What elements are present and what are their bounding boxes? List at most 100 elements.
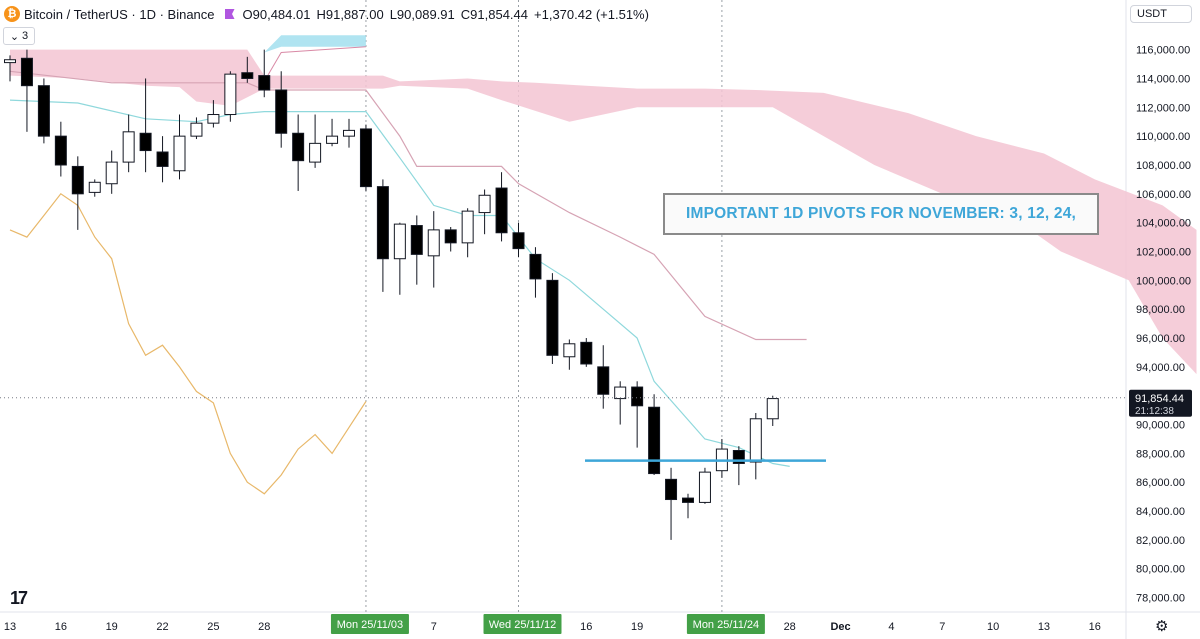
time-tick-label: 16: [580, 621, 592, 633]
time-tick-label: 25: [207, 621, 219, 633]
candle-body-down: [546, 279, 559, 356]
candle-body-down: [275, 89, 288, 134]
last-price-label: 91,854.44: [1135, 393, 1184, 405]
candle-body-down: [54, 135, 67, 166]
time-tick-label: 7: [431, 621, 437, 633]
candle-body-up: [173, 135, 186, 172]
price-tick-label: 88,000.00: [1136, 448, 1185, 460]
time-tick-label: 16: [1089, 621, 1101, 633]
price-tick-label: 78,000.00: [1136, 593, 1185, 605]
candle: [631, 381, 644, 448]
candle: [563, 339, 576, 370]
candle: [173, 114, 186, 180]
date-badge: [330, 614, 409, 634]
candle: [698, 467, 711, 504]
time-tick-label: 19: [631, 621, 643, 633]
pivot-annotation: IMPORTANT 1D PIVOTS FOR NOVEMBER: 3, 12,…: [663, 193, 1099, 235]
symbol-title[interactable]: Bitcoin / TetherUS · 1D · Binance: [24, 6, 215, 22]
candle: [71, 156, 84, 230]
candle-body-up: [190, 122, 203, 137]
candle: [427, 211, 440, 288]
date-badge-label: Mon 25/11/03: [337, 619, 403, 631]
candle-body-up: [698, 471, 711, 503]
price-tick-label: 114,000.00: [1136, 73, 1190, 85]
candle-countdown-label: 21:12:38: [1135, 406, 1174, 417]
time-tick-label: 28: [258, 621, 270, 633]
price-tick-label: 112,000.00: [1136, 102, 1190, 114]
price-tick-label: 116,000.00: [1136, 45, 1190, 57]
candle: [4, 55, 16, 82]
price-tick-label: 110,000.00: [1136, 131, 1190, 143]
gear-icon[interactable]: ⚙: [1155, 618, 1169, 635]
high-value: H91,887.00: [316, 6, 384, 22]
time-tick-label: 13: [4, 621, 16, 633]
candle-body-down: [258, 75, 271, 91]
candle: [732, 446, 745, 486]
candle-body-down: [631, 386, 644, 407]
bitcoin-logo-icon: ₿: [4, 6, 20, 22]
time-tick-label: 13: [1038, 621, 1050, 633]
time-tick-label: 19: [106, 621, 118, 633]
candle-body-up: [393, 223, 406, 260]
cloud-bullish: [264, 35, 366, 53]
candle-body-down: [512, 232, 525, 250]
candle-body-down: [580, 341, 593, 365]
time-tick-label: Dec: [830, 621, 850, 633]
price-tick-label: 96,000.00: [1136, 333, 1185, 345]
candle-body-up: [207, 114, 220, 124]
candle-body-up: [766, 398, 779, 420]
candle: [37, 78, 50, 144]
candle-body-down: [732, 449, 745, 464]
candle-body-down: [359, 128, 372, 188]
indicator-count: 3: [22, 30, 29, 42]
candle: [275, 71, 288, 148]
candle: [376, 179, 389, 292]
time-tick-label: 10: [987, 621, 999, 633]
candle: [766, 395, 779, 426]
candle-body-down: [529, 253, 542, 280]
tradingview-logo-icon[interactable]: 17: [10, 588, 28, 608]
candle: [105, 150, 118, 194]
chevron-down-icon: ⌄: [9, 30, 20, 43]
price-axis[interactable]: 78,000.00 80,000.00 82,000.00 84,000.00 86,0…: [1129, 45, 1192, 605]
candle: [20, 49, 33, 132]
candle: [648, 394, 661, 476]
candle-body-down: [139, 132, 152, 152]
candle: [614, 381, 627, 425]
candle-body-down: [597, 366, 610, 395]
time-tick-label: 22: [156, 621, 168, 633]
price-tick-label: 86,000.00: [1136, 477, 1185, 489]
candle: [580, 338, 593, 367]
candle-body-up: [326, 135, 339, 144]
cloud-bearish: [10, 49, 1197, 375]
candle: [326, 118, 339, 147]
last-price-badge: [1129, 389, 1192, 417]
date-badge-label: Mon 25/11/24: [693, 619, 759, 631]
candle-body-down: [37, 85, 50, 137]
candle: [343, 118, 355, 148]
currency-selector[interactable]: USDT: [1130, 5, 1192, 23]
price-tick-label: 90,000.00: [1136, 420, 1185, 432]
candle: [139, 78, 152, 173]
flag-icon[interactable]: [224, 9, 235, 19]
ichimoku-cloud: [10, 35, 1197, 375]
leading-span-b: [263, 46, 366, 82]
candle-body-up: [427, 229, 440, 257]
time-tick-label: 28: [784, 621, 796, 633]
price-tick-label: 82,000.00: [1136, 535, 1185, 547]
candle: [749, 413, 762, 480]
candle-body-down: [376, 186, 389, 260]
candle-body-up: [614, 386, 627, 400]
candle: [444, 226, 457, 252]
candle: [410, 215, 423, 285]
indicators-toggle-button[interactable]: ⌄ 3: [3, 27, 35, 45]
candle-body-down: [410, 225, 423, 255]
candle: [190, 117, 203, 140]
candle-body-up: [461, 210, 474, 244]
time-axis[interactable]: 13 16 19 22 25 28 7 16 19 28 Dec 4 7 10 13 16 Mon 25/11/…: [4, 614, 1101, 634]
price-tick-label: 104,000.00: [1136, 218, 1191, 230]
candle-body-down: [444, 229, 457, 244]
candle: [156, 136, 169, 183]
price-tick-label: 98,000.00: [1136, 304, 1185, 316]
